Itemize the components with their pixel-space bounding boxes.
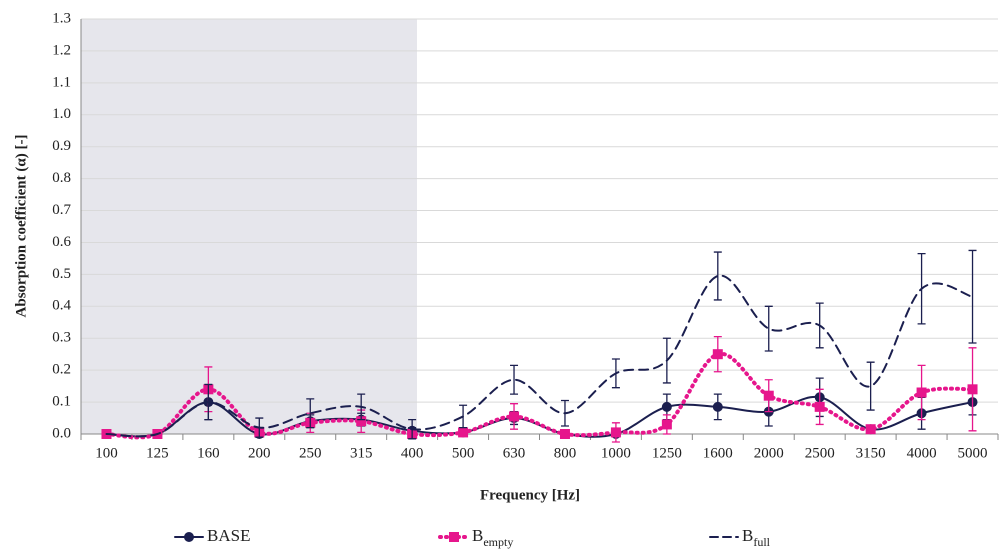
error-bar (866, 361, 875, 411)
x-tick-label: 3150 (856, 445, 886, 461)
x-tick-label: 1250 (652, 445, 682, 461)
y-tick-label: 0.0 (52, 425, 71, 441)
x-tick-label: 315 (350, 445, 373, 461)
error-bar (713, 251, 722, 301)
x-tick-label: 400 (401, 445, 424, 461)
shaded-region (81, 19, 417, 434)
y-tick-label: 0.6 (52, 234, 71, 250)
marker (661, 419, 672, 430)
y-tick-label: 0.5 (52, 266, 71, 282)
y-tick-label: 1.2 (52, 42, 71, 58)
error-bar (408, 418, 417, 440)
legend-label: Bfull (742, 526, 771, 549)
legend-marker (449, 532, 459, 542)
legend-subscript: empty (483, 535, 513, 549)
marker (967, 384, 978, 395)
error-bar (306, 398, 315, 429)
error-bar (560, 399, 569, 427)
y-tick-label: 1.0 (52, 106, 71, 122)
y-tick-label: 0.3 (52, 330, 71, 346)
error-bar (510, 364, 519, 395)
marker (916, 387, 927, 398)
y-tick-label: 1.1 (52, 74, 71, 90)
x-tick-label: 200 (248, 445, 271, 461)
error-bar (204, 383, 213, 421)
y-tick-label: 0.7 (52, 202, 71, 218)
legend-marker (184, 532, 194, 542)
x-tick-label: 2000 (754, 445, 784, 461)
error-bar (255, 417, 264, 438)
x-tick-label: 500 (452, 445, 475, 461)
error-bar (357, 393, 366, 421)
error-bar (764, 305, 773, 352)
y-tick-label: 0.9 (52, 138, 71, 154)
error-bar (662, 337, 671, 384)
x-tick-label: 1000 (601, 445, 631, 461)
marker (458, 427, 469, 438)
x-tick-label: 160 (197, 445, 220, 461)
marker (865, 424, 876, 435)
y-tick-label: 0.8 (52, 170, 71, 186)
x-tick-label: 1600 (703, 445, 733, 461)
x-tick-label: 2500 (805, 445, 835, 461)
marker (814, 401, 825, 412)
error-bar (968, 249, 977, 344)
marker (712, 401, 723, 412)
legend-name: BASE (207, 526, 250, 545)
error-bar (917, 252, 926, 325)
marker (559, 429, 570, 439)
marker (610, 427, 621, 438)
error-bar (815, 302, 824, 349)
legend-name: B (742, 526, 753, 545)
legend-name: B (472, 526, 483, 545)
y-tick-label: 1.3 (52, 10, 71, 26)
x-axis-label: Frequency [Hz] (480, 487, 580, 503)
marker (763, 390, 774, 401)
y-axis-label: Absorption coefficient (α) [-] (13, 135, 29, 318)
x-tick-label: 800 (554, 445, 577, 461)
legend-label: Bempty (472, 526, 513, 549)
legend-label: BASE (207, 526, 250, 545)
marker (712, 349, 723, 360)
y-tick-label: 0.4 (52, 298, 71, 314)
marker (661, 401, 672, 412)
y-tick-label: 0.1 (52, 394, 71, 410)
y-tick-label: 0.2 (52, 362, 71, 378)
error-bar (611, 358, 620, 389)
marker (509, 411, 520, 422)
x-tick-label: 125 (146, 445, 169, 461)
x-tick-label: 4000 (907, 445, 937, 461)
x-tick-label: 100 (95, 445, 118, 461)
x-tick-label: 630 (503, 445, 526, 461)
x-tick-label: 250 (299, 445, 322, 461)
marker (356, 416, 367, 427)
legend-subscript: full (753, 535, 770, 549)
error-bar (459, 404, 468, 429)
x-tick-label: 5000 (958, 445, 988, 461)
